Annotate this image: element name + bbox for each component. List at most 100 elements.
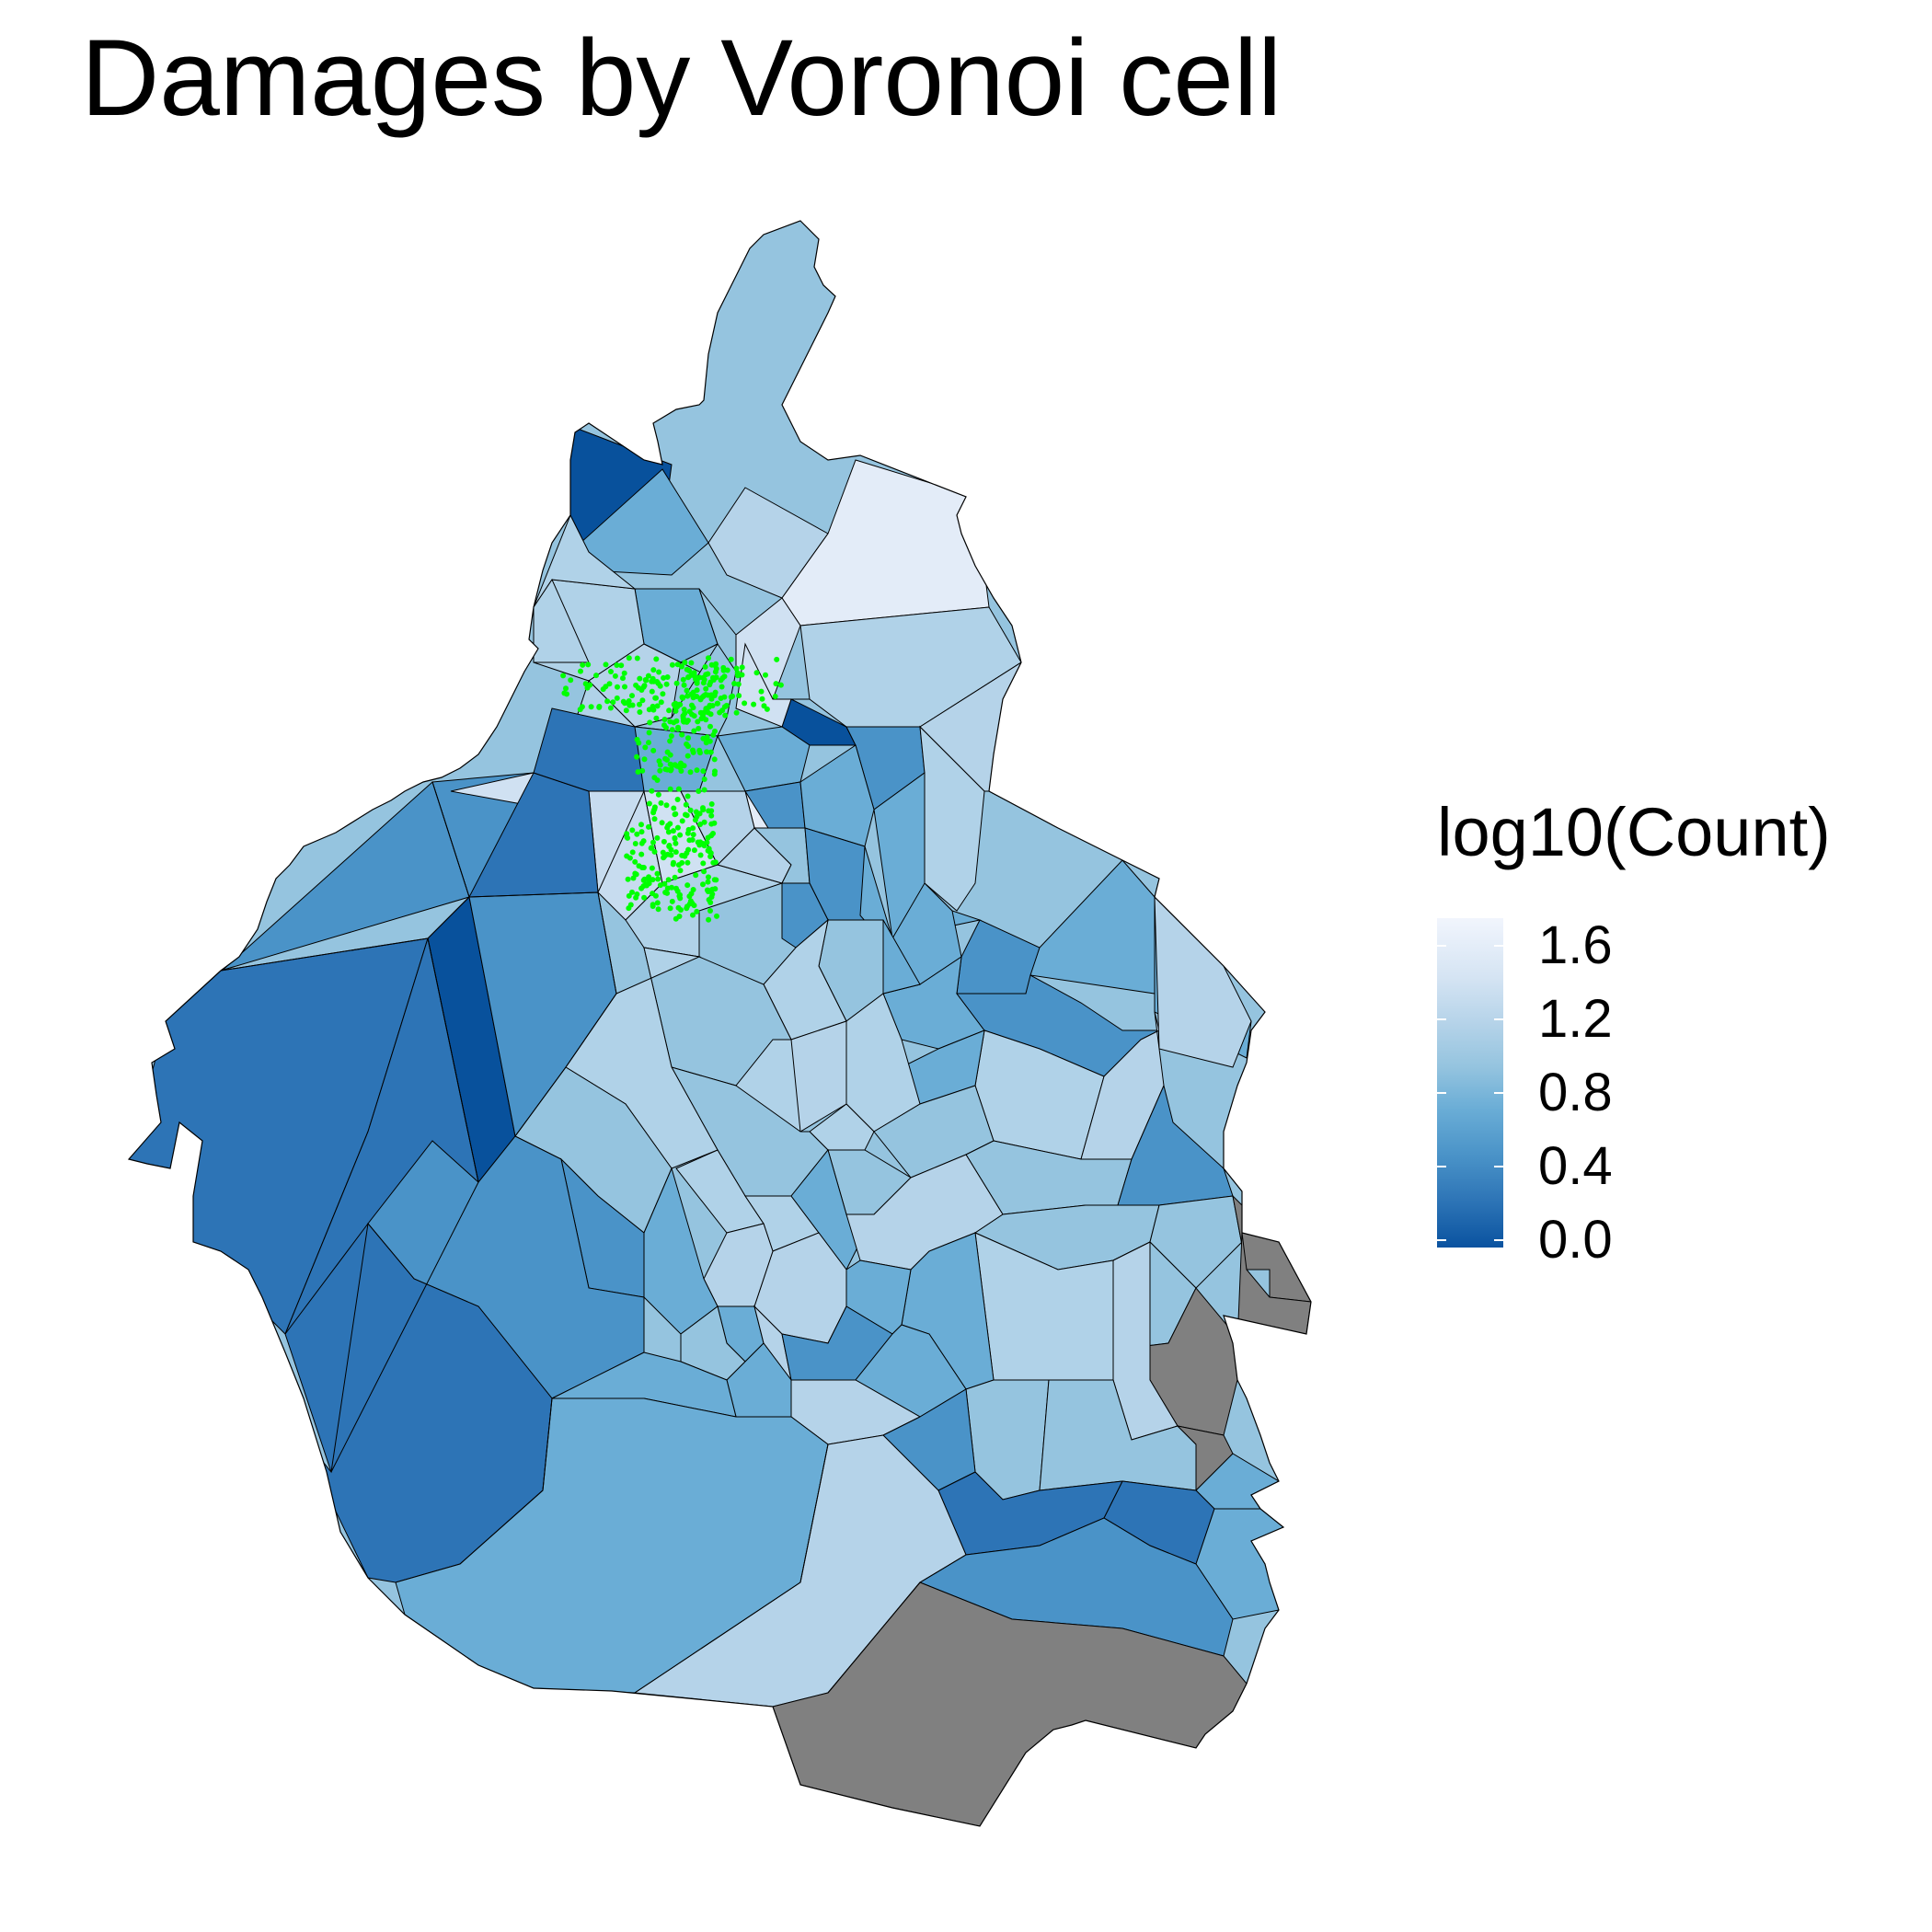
damage-point [614,695,620,701]
voronoi-cell [717,726,811,792]
damage-point [682,853,688,859]
damage-point [682,718,688,724]
damage-point [637,701,642,707]
damage-point [684,666,690,673]
damage-point [706,916,712,923]
damage-point [650,877,656,883]
damage-point [646,823,651,830]
damage-point [705,671,711,677]
damage-point [653,656,660,662]
damage-point [680,713,686,719]
damage-point [643,677,650,684]
damage-point [564,691,569,697]
damage-point [705,879,711,885]
voronoi-cell [569,468,709,576]
damage-point [650,903,656,909]
damage-point [588,704,594,710]
damage-point [722,712,729,719]
damage-point [670,861,676,868]
damage-point [654,834,661,841]
voronoi-cells [129,221,1311,1826]
damage-point [649,688,655,695]
voronoi-cell [707,487,829,599]
damage-point [697,696,704,703]
damage-point [687,769,694,776]
damage-point [650,703,656,709]
damage-point [649,865,655,871]
damage-point [690,705,696,711]
legend-tick [1437,945,1446,947]
damage-point [638,687,645,693]
damage-point [661,880,668,887]
damage-point [629,827,636,834]
damage-point [693,872,699,879]
damage-point [672,835,678,842]
damage-point [685,735,691,742]
damage-point [701,868,707,875]
legend-label: 0.8 [1538,1063,1613,1122]
damage-point [733,665,740,672]
damage-point [580,661,586,668]
legend-label: 0.0 [1538,1210,1613,1270]
damage-point [659,820,665,826]
damage-point [679,818,685,824]
damage-point [630,875,637,881]
damage-point [664,749,671,755]
damage-point [712,859,719,866]
damage-point [673,763,680,769]
damage-point [612,673,618,679]
damage-point [668,766,674,773]
damage-point [639,697,646,704]
damage-point [634,753,640,760]
damage-point [650,839,656,845]
damage-point [634,831,640,837]
damage-point [593,673,599,679]
damage-point [708,812,715,819]
damage-point [673,680,680,686]
damage-point [684,753,691,759]
damage-point [684,687,690,694]
damage-point [735,681,742,687]
legend-tick [1437,1018,1446,1020]
damage-point [618,662,625,669]
damage-point [649,788,655,794]
damage-point [701,776,707,782]
damage-point [712,662,719,669]
damage-point [690,747,696,753]
plot-title: Damages by Voronoi cell [81,17,1282,139]
damage-point [568,677,574,684]
damage-point [629,693,635,699]
damage-point [650,667,657,673]
damage-point [719,684,725,690]
damage-point [658,799,664,806]
damage-point [673,849,679,856]
damage-point [685,846,692,853]
damage-point [660,691,666,697]
damage-point [672,874,678,880]
damage-point [751,701,757,707]
legend-tick [1494,1018,1503,1020]
damage-point [681,707,687,713]
damage-point [685,743,691,750]
damage-point [685,826,692,833]
damage-point [665,877,672,883]
damage-point [664,890,671,896]
damage-point [733,709,740,716]
damage-point [679,859,685,866]
damage-point [714,913,719,919]
damage-point [638,851,645,857]
damage-point [684,859,691,866]
damage-point [643,882,650,889]
damage-point [629,849,636,856]
damage-point [665,829,672,835]
damage-point [651,848,658,855]
legend-tick [1437,1166,1446,1167]
damage-point [666,843,673,848]
damage-point [640,865,647,870]
damage-point [739,672,745,678]
damage-point [673,840,679,846]
damage-point [657,767,663,774]
damage-point [624,831,630,837]
damage-point [679,731,685,738]
